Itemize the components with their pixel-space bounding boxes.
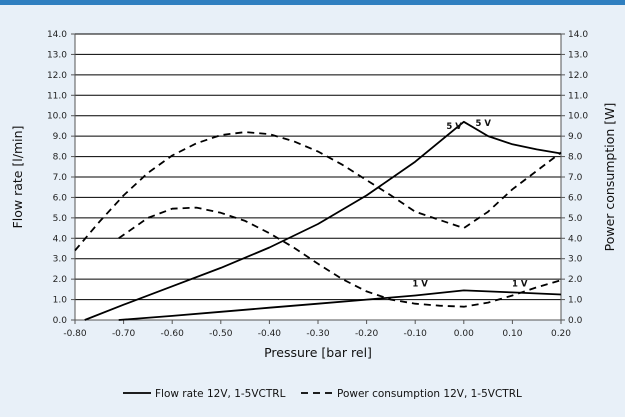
series-line-1 bbox=[118, 289, 562, 321]
y-left-tick-label: 12.0 bbox=[47, 71, 67, 81]
y-left-tick-label: 3.0 bbox=[53, 255, 68, 265]
y-left-tick-label: 7.0 bbox=[53, 173, 68, 183]
y-right-tick-label: 13.0 bbox=[568, 50, 588, 60]
y-left-tick-label: 2.0 bbox=[53, 275, 68, 285]
y-right-tick-label: 9.0 bbox=[568, 132, 583, 142]
series-lines bbox=[74, 120, 562, 321]
y-right-tick-label: 2.0 bbox=[568, 275, 583, 285]
y-left-tick-label: 6.0 bbox=[53, 193, 68, 203]
x-tick-label: -0.70 bbox=[112, 329, 136, 339]
x-tick-label: 0.10 bbox=[502, 329, 522, 339]
y-right-tick-label: 8.0 bbox=[568, 153, 583, 163]
y-right-tick-label: 12.0 bbox=[568, 71, 588, 81]
y-left-tick-label: 8.0 bbox=[53, 153, 68, 163]
y-right-tick-label: 3.0 bbox=[568, 255, 583, 265]
y-right-tick-labels: 0.0 1.0 2.0 3.0 4.0 5.0 6.0 7.0 8.0 9.0 10.0 11.0 12… bbox=[561, 30, 588, 326]
curve-label-0: 5 V bbox=[446, 122, 462, 132]
y-left-axis-title: Flow rate [l/min] bbox=[10, 126, 25, 229]
y-right-tick-label: 1.0 bbox=[568, 296, 583, 306]
y-left-tick-label: 10.0 bbox=[47, 112, 67, 122]
x-tick-label: 0.00 bbox=[454, 329, 474, 339]
curve-label-2: 1 V bbox=[412, 279, 428, 289]
series-line-0 bbox=[84, 120, 562, 321]
y-right-axis-title: Power consumption [W] bbox=[602, 103, 617, 252]
y-right-tick-label: 7.0 bbox=[568, 173, 583, 183]
y-right-tick-label: 6.0 bbox=[568, 193, 583, 203]
x-tick-labels: -0.80 -0.70 -0.60 -0.50 -0.40 -0.30 -0.20 -0.10… bbox=[63, 320, 571, 339]
x-tick-label: -0.20 bbox=[355, 329, 379, 339]
x-tick-label: -0.60 bbox=[161, 329, 185, 339]
x-tick-label: -0.30 bbox=[306, 329, 330, 339]
curve-label-1: 5 V bbox=[476, 119, 492, 129]
y-left-tick-label: 1.0 bbox=[53, 296, 68, 306]
x-tick-label: -0.80 bbox=[63, 329, 87, 339]
y-right-tick-label: 0.0 bbox=[568, 316, 583, 326]
y-right-tick-label: 11.0 bbox=[568, 91, 588, 101]
y-right-tick-label: 5.0 bbox=[568, 214, 583, 224]
series-line-3 bbox=[118, 206, 562, 308]
x-axis-title: Pressure [bar rel] bbox=[264, 345, 372, 360]
x-tick-label: -0.50 bbox=[209, 329, 233, 339]
y-right-tick-label: 10.0 bbox=[568, 112, 588, 122]
y-right-tick-label: 4.0 bbox=[568, 234, 583, 244]
curve-annotations: 5 V 5 V 1 V 1 V bbox=[412, 119, 528, 289]
legend: Flow rate 12V, 1-5VCTRL Power consumptio… bbox=[123, 388, 522, 400]
y-left-tick-label: 11.0 bbox=[47, 91, 67, 101]
series-line-2 bbox=[74, 131, 562, 252]
y-left-tick-label: 13.0 bbox=[47, 50, 67, 60]
y-left-tick-labels: 0.0 1.0 2.0 3.0 4.0 5.0 6.0 7.0 8.0 9.0 10.0 11.0 12… bbox=[47, 30, 75, 326]
legend-flow-rate-label: Flow rate 12V, 1-5VCTRL bbox=[155, 388, 286, 400]
y-left-tick-label: 4.0 bbox=[53, 234, 68, 244]
x-tick-label: -0.10 bbox=[404, 329, 428, 339]
y-left-tick-label: 0.0 bbox=[53, 316, 68, 326]
x-tick-label: -0.40 bbox=[258, 329, 282, 339]
y-right-tick-label: 14.0 bbox=[568, 30, 588, 40]
legend-power-consumption-label: Power consumption 12V, 1-5VCTRL bbox=[337, 388, 522, 400]
x-tick-label: 0.20 bbox=[551, 329, 571, 339]
top-accent-bar bbox=[0, 0, 625, 5]
y-left-tick-label: 14.0 bbox=[47, 30, 67, 40]
y-left-tick-label: 9.0 bbox=[53, 132, 68, 142]
y-left-tick-label: 5.0 bbox=[53, 214, 68, 224]
curve-label-3: 1 V bbox=[512, 279, 528, 289]
